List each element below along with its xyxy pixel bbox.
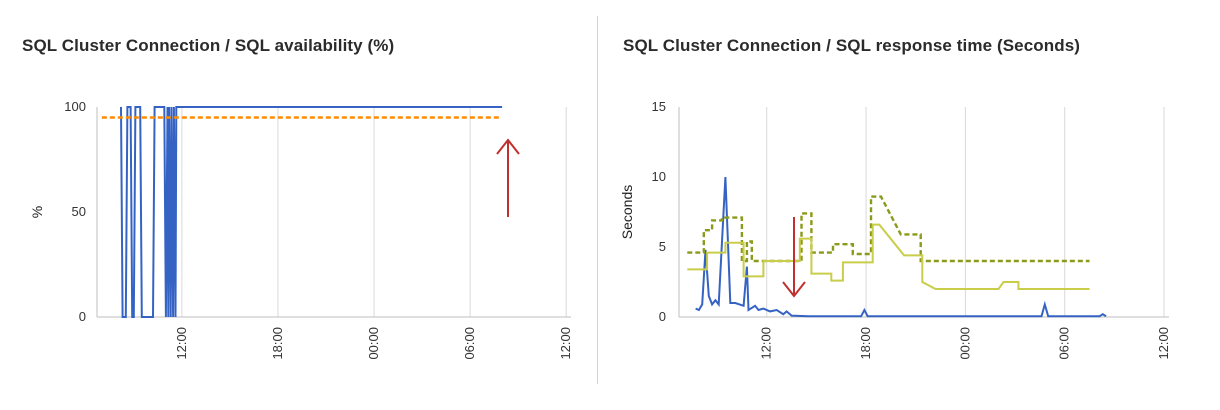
y-axis-label: Seconds [619, 185, 635, 239]
y-tick-label: 0 [79, 309, 86, 324]
annotation-arrow-head [782, 281, 806, 298]
series-line-2 [687, 223, 1090, 290]
x-tick-label: 06:00 [1057, 327, 1072, 360]
y-tick-label: 50 [72, 204, 86, 219]
series-line-0 [695, 176, 1107, 318]
panel-divider [597, 16, 598, 384]
x-tick-label: 12:00 [558, 327, 573, 360]
response-time-chart: 0 5 10 15 12:00 18:00 00:00 06:00 12:00 Seconds [619, 99, 1171, 360]
availability-chart-title: SQL Cluster Connection / SQL availabilit… [22, 36, 395, 55]
x-tick-label: 12:00 [1156, 327, 1171, 360]
y-tick-label: 100 [64, 99, 86, 114]
x-tick-label: 00:00 [957, 327, 972, 360]
y-axis-label: % [29, 206, 45, 218]
y-tick-label: 15 [652, 99, 666, 114]
y-tick-label: 10 [652, 169, 666, 184]
response-time-chart-title: SQL Cluster Connection / SQL response ti… [623, 36, 1081, 55]
series-line-0 [120, 106, 503, 318]
x-tick-label: 06:00 [462, 327, 477, 360]
y-tick-label: 5 [659, 239, 666, 254]
x-tick-label: 12:00 [174, 327, 189, 360]
response-time-chart-panel: SQL Cluster Connection / SQL response ti… [599, 0, 1220, 410]
annotation-arrow-head [496, 138, 520, 155]
availability-chart: 0 50 100 12:00 18:00 00:00 06:00 12:00% [29, 99, 573, 360]
series-line-1 [687, 195, 1090, 263]
x-tick-label: 12:00 [759, 327, 774, 360]
y-tick-label: 0 [659, 309, 666, 324]
x-tick-label: 18:00 [858, 327, 873, 360]
x-tick-label: 18:00 [270, 327, 285, 360]
availability-chart-panel: SQL Cluster Connection / SQL availabilit… [0, 0, 598, 410]
x-tick-label: 00:00 [366, 327, 381, 360]
